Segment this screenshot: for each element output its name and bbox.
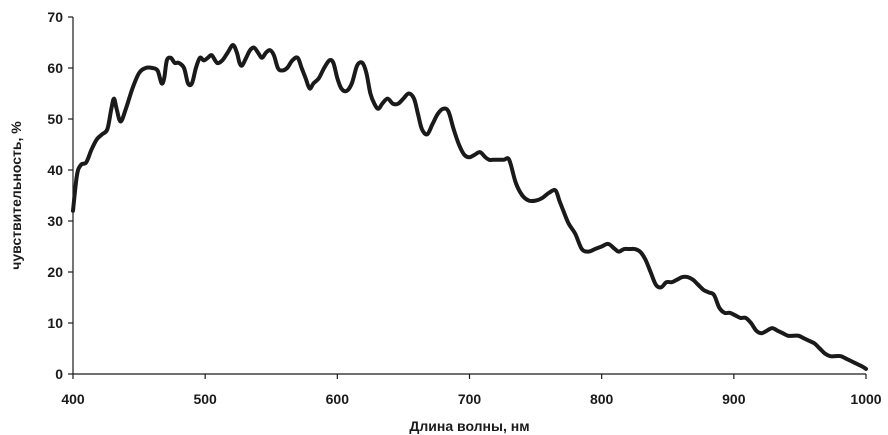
x-tick-label: 800 (590, 391, 614, 407)
y-tick-label: 60 (47, 60, 63, 76)
x-tick-label: 1000 (850, 391, 881, 407)
x-tick-label: 900 (722, 391, 746, 407)
y-axis-ticks: 0 10 20 30 40 50 60 70 (47, 9, 73, 382)
y-tick-label: 30 (47, 213, 63, 229)
series-line-sensitivity (71, 43, 868, 371)
y-tick-label: 50 (47, 111, 63, 127)
x-tick-label: 700 (458, 391, 482, 407)
y-tick-label: 20 (47, 264, 63, 280)
x-axis-ticks: 400 500 600 700 800 900 1000 (61, 374, 882, 407)
x-tick-label: 400 (61, 391, 85, 407)
y-tick-label: 40 (47, 162, 63, 178)
x-axis-title: Длина волны, нм (409, 418, 529, 434)
x-tick-label: 600 (326, 391, 350, 407)
x-tick-label: 500 (193, 391, 217, 407)
y-tick-label: 10 (47, 315, 63, 331)
y-tick-label: 0 (55, 366, 63, 382)
y-axis-title: чувствительность, % (8, 121, 24, 270)
y-tick-label: 70 (47, 9, 63, 25)
